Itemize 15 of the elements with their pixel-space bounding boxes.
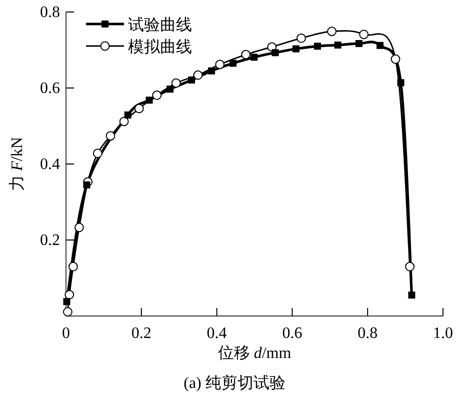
x-tick-label: 0.8 <box>358 325 378 342</box>
x-tick-label: 0 <box>62 325 70 342</box>
x-tick-label: 0.4 <box>206 325 227 342</box>
y-tick-label: 0.4 <box>40 156 60 173</box>
legend-label: 模拟曲线 <box>128 38 192 56</box>
y-tick-label: 0.2 <box>40 232 60 249</box>
text: (a) 纯剪切试验 <box>184 374 286 392</box>
x-axis-title: 位移 d/mm <box>218 345 292 362</box>
y-tick-label: 0.6 <box>40 80 60 97</box>
legend-label: 试验曲线 <box>128 16 192 34</box>
x-tick-label: 1.0 <box>433 325 453 342</box>
x-tick-label: 0.6 <box>282 325 302 342</box>
y-axis-title: 力 F/kN <box>8 136 26 191</box>
x-tick-label: 0.2 <box>131 325 152 342</box>
y-tick-label: 0.8 <box>40 4 60 21</box>
